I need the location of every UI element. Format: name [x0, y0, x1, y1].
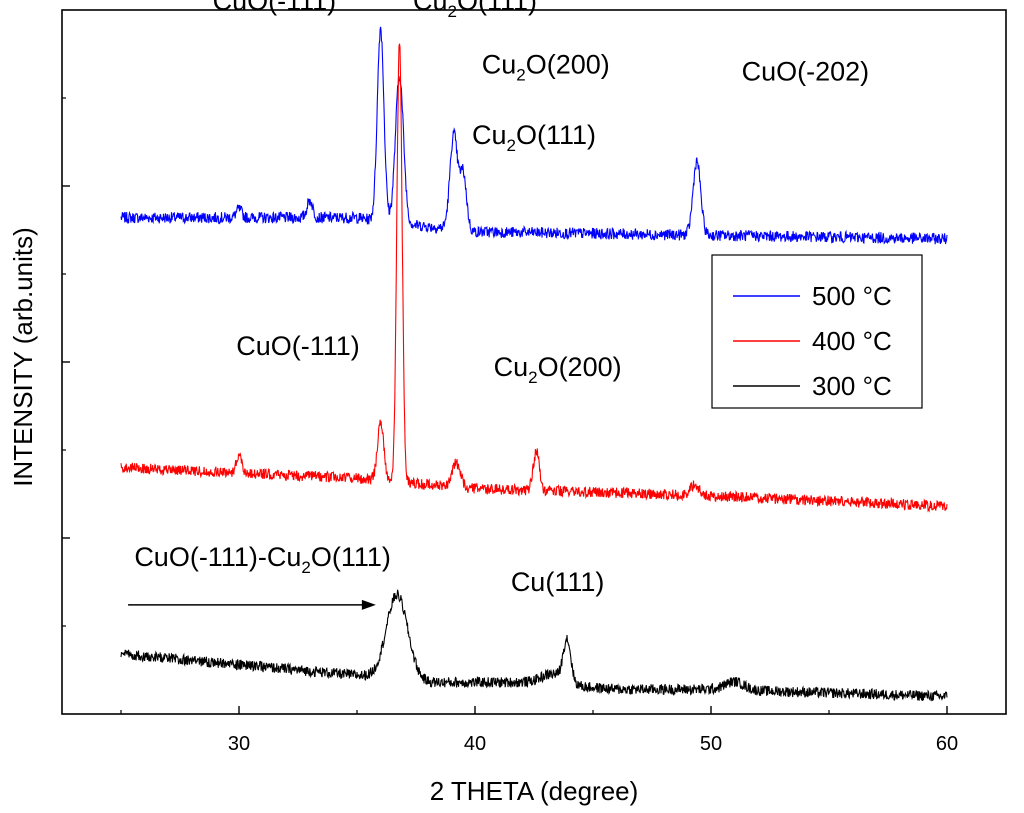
legend: 500 °C 400 °C 300 °C: [711, 254, 923, 409]
peak-annotation-3: CuO(-202): [742, 56, 870, 86]
peak-annotation-2: Cu2O(200): [482, 49, 610, 84]
arrow-head: [361, 599, 376, 610]
peak-annotation-6: Cu2O(200): [494, 352, 622, 387]
series-line-300: [120, 589, 948, 702]
x-tick-label-50: 50: [700, 733, 722, 755]
legend-label-500: 500 °C: [812, 281, 892, 311]
x-tick-label-60: 60: [936, 733, 958, 755]
peak-annotation-7: CuO(-111)-Cu2O(111): [134, 542, 391, 577]
y-axis-label: INTENSITY (arb.units): [8, 227, 38, 487]
series-line-400: [120, 43, 948, 513]
peak-annotation-5: CuO(-111): [236, 331, 360, 361]
legend-label-300: 300 °C: [812, 371, 892, 401]
x-tick-label-30: 30: [228, 733, 250, 755]
peak-annotation-8: Cu(111): [511, 567, 605, 597]
x-tick-label-40: 40: [464, 733, 486, 755]
series-line-500: [120, 26, 948, 245]
peak-annotation-1: Cu2O(111): [413, 0, 537, 21]
legend-box: [711, 254, 923, 409]
peak-annotation-0: CuO(-111): [213, 0, 337, 16]
peak-annotation-4: Cu2O(111): [472, 120, 596, 155]
x-axis-label: 2 THETA (degree): [430, 776, 639, 806]
legend-label-400: 400 °C: [812, 326, 892, 356]
